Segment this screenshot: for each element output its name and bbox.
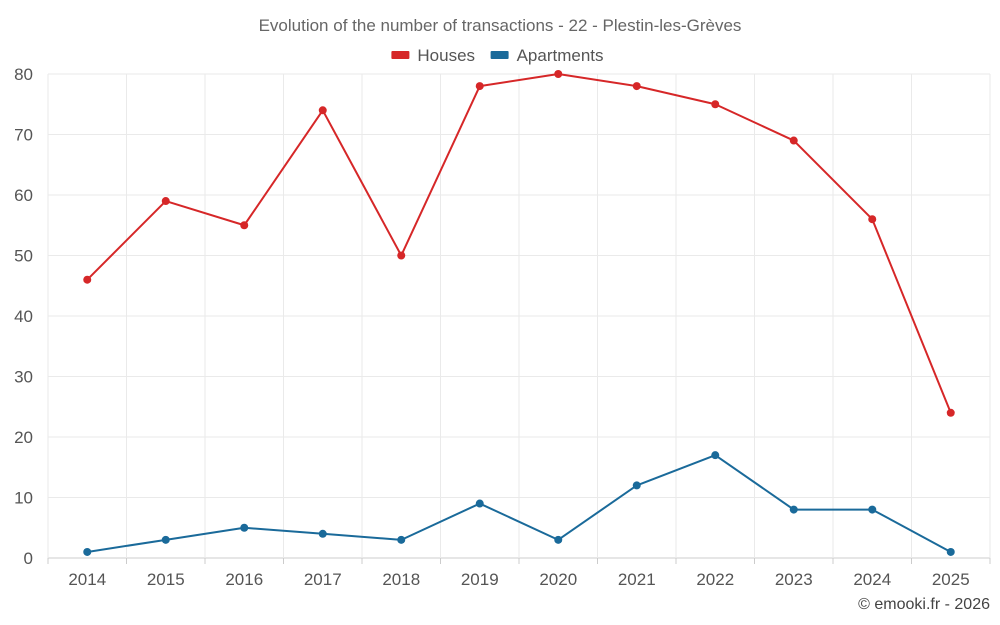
x-tick-label: 2022 <box>696 570 734 589</box>
data-point-apartments[interactable] <box>397 535 406 544</box>
data-point-apartments[interactable] <box>161 535 170 544</box>
gridlines <box>47 73 991 564</box>
x-tick-label: 2023 <box>775 570 813 589</box>
data-point-houses[interactable] <box>554 70 563 78</box>
data-point-houses[interactable] <box>711 100 720 109</box>
legend-label-houses[interactable]: Houses <box>417 46 475 65</box>
data-point-houses[interactable] <box>161 197 170 206</box>
data-point-houses[interactable] <box>789 136 798 145</box>
data-point-houses[interactable] <box>83 275 92 284</box>
x-tick-label: 2020 <box>539 570 577 589</box>
y-tick-label: 40 <box>14 307 33 326</box>
y-tick-label: 0 <box>24 549 33 568</box>
x-tick-label: 2016 <box>225 570 263 589</box>
x-tick-label: 2014 <box>68 570 106 589</box>
credit-text: © emooki.fr - 2026 <box>858 596 990 613</box>
x-tick-label: 2018 <box>382 570 420 589</box>
data-point-apartments[interactable] <box>789 505 798 514</box>
series-line-houses <box>86 73 952 414</box>
x-tick-label: 2019 <box>461 570 499 589</box>
legend-swatch-apartments <box>490 51 509 59</box>
x-tick-label: 2017 <box>304 570 342 589</box>
chart-title: Evolution of the number of transactions … <box>259 16 742 35</box>
data-point-houses[interactable] <box>868 215 877 224</box>
legend: Houses Apartments <box>391 46 604 65</box>
data-point-apartments[interactable] <box>868 505 877 514</box>
y-tick-label: 20 <box>14 428 33 447</box>
x-tick-label: 2021 <box>618 570 656 589</box>
data-point-apartments[interactable] <box>240 523 249 532</box>
y-tick-label: 70 <box>14 126 33 145</box>
data-point-apartments[interactable] <box>83 547 92 556</box>
data-point-houses[interactable] <box>318 106 327 115</box>
x-tick-label: 2025 <box>932 570 970 589</box>
data-point-apartments[interactable] <box>475 499 484 508</box>
x-tick-label: 2015 <box>147 570 185 589</box>
data-point-houses[interactable] <box>632 82 641 91</box>
y-tick-label: 80 <box>14 65 33 84</box>
x-axis-ticks: 2014 2015 2016 2017 2018 2019 2020 2021 2022 2023… <box>68 570 969 589</box>
data-point-houses[interactable] <box>475 82 484 91</box>
data-point-houses[interactable] <box>397 251 406 260</box>
legend-label-apartments[interactable]: Apartments <box>517 46 604 65</box>
data-point-apartments[interactable] <box>632 481 641 490</box>
x-tick-label: 2024 <box>853 570 891 589</box>
data-point-apartments[interactable] <box>318 529 327 538</box>
y-tick-label: 30 <box>14 368 33 387</box>
data-point-houses[interactable] <box>240 221 249 230</box>
y-tick-label: 60 <box>14 186 33 205</box>
series-line-apartments <box>87 454 952 553</box>
data-point-houses[interactable] <box>946 408 955 417</box>
data-point-apartments[interactable] <box>711 451 720 460</box>
data-point-apartments[interactable] <box>946 547 955 556</box>
y-tick-label: 50 <box>14 247 33 266</box>
data-point-apartments[interactable] <box>554 535 563 544</box>
y-axis-ticks: 0 10 20 30 40 50 60 70 80 <box>14 65 33 568</box>
legend-swatch-houses <box>391 51 410 59</box>
series-lines <box>83 70 955 556</box>
y-tick-label: 10 <box>14 489 33 508</box>
